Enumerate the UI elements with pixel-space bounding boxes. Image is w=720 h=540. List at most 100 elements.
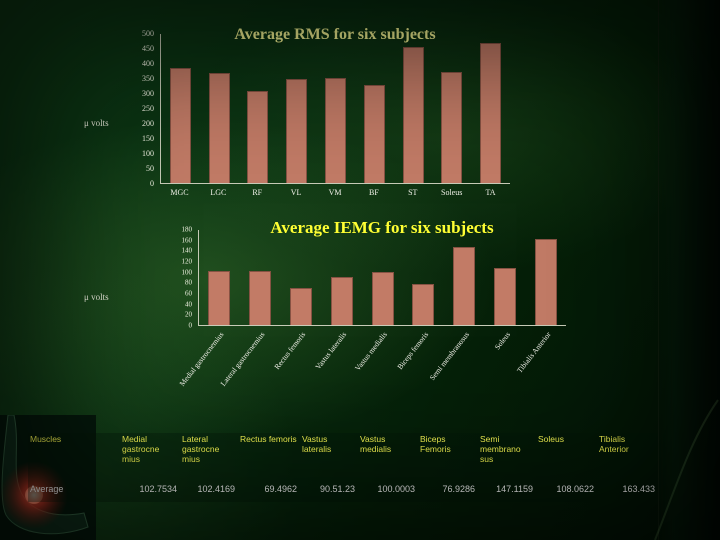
muscle-column-header: Vastus lateralis bbox=[302, 434, 332, 454]
bar-bf bbox=[363, 85, 385, 183]
rms-y-axis-ticks: 500 450 400 350 300 250 200 150 100 50 0 bbox=[118, 30, 160, 188]
average-value-cell: 108.0622 bbox=[556, 484, 594, 495]
bar-slot bbox=[161, 34, 200, 183]
y-tick-label: 200 bbox=[142, 119, 154, 128]
bar-ta bbox=[480, 42, 502, 183]
bar-slot bbox=[362, 230, 403, 325]
muscle-column-header: Rectus femoris bbox=[240, 434, 297, 444]
x-axis-label: Medial gastrocnemius bbox=[177, 330, 226, 388]
iemg-y-axis-title: μ volts bbox=[84, 292, 109, 302]
x-axis-label: Soleus bbox=[441, 188, 463, 197]
average-value-cell: 102.4169 bbox=[197, 484, 235, 495]
bar-lgc bbox=[208, 72, 230, 183]
ankle-image-graphic bbox=[0, 414, 96, 540]
iemg-bar-chart: Average IEMG for six subjects 180 160 140 1… bbox=[146, 216, 576, 421]
muscle-column-header: Semi membrano sus bbox=[480, 434, 521, 464]
bar-rf bbox=[247, 90, 269, 183]
x-axis-label: TA bbox=[485, 188, 496, 197]
y-tick-label: 140 bbox=[181, 246, 193, 255]
bar-slot bbox=[471, 34, 510, 183]
bar-semi-membranosus bbox=[453, 247, 476, 325]
bar-soleus bbox=[493, 267, 516, 325]
bar-vl bbox=[286, 79, 308, 183]
x-axis-label: Vastus medialis bbox=[353, 330, 390, 373]
bar-mgc bbox=[169, 68, 191, 183]
rms-plot-area bbox=[160, 34, 510, 184]
bar-soleus bbox=[441, 72, 463, 183]
bar-medial-gastrocnemius bbox=[208, 270, 231, 325]
bar-vm bbox=[325, 78, 346, 183]
muscle-column-header: Medial gastrocne mius bbox=[122, 434, 160, 464]
y-tick-label: 150 bbox=[142, 134, 154, 143]
x-axis-label: Semi membranosus bbox=[427, 330, 471, 382]
x-axis-label: VM bbox=[328, 188, 342, 197]
average-value-cell: 163.433 bbox=[622, 484, 655, 495]
y-tick-label: 0 bbox=[188, 321, 193, 330]
bar-slot bbox=[432, 34, 471, 183]
bar-slot bbox=[444, 230, 485, 325]
bar-slot bbox=[277, 34, 316, 183]
bar-slot bbox=[394, 34, 433, 183]
y-tick-label: 180 bbox=[181, 225, 193, 234]
muscle-column-header: Tibialis Anterior bbox=[599, 434, 629, 454]
bar-tibialis-anterior bbox=[534, 238, 557, 325]
x-axis-label: Soleus bbox=[492, 330, 512, 352]
bar-rectus-femoris bbox=[289, 288, 312, 325]
y-tick-label: 40 bbox=[185, 300, 192, 309]
bar-slot bbox=[484, 230, 525, 325]
y-tick-label: 100 bbox=[181, 268, 193, 277]
iemg-x-axis-labels: Medial gastrocnemius Lateral gastrocnemiu… bbox=[178, 327, 566, 422]
bar-slot bbox=[316, 34, 355, 183]
x-axis-label: RF bbox=[252, 188, 263, 197]
average-value-cell: 69.4962 bbox=[264, 484, 297, 495]
y-tick-label: 0 bbox=[150, 179, 154, 188]
x-axis-label: Biceps femoris bbox=[395, 330, 430, 372]
table-header-muscles: Muscles bbox=[30, 434, 62, 444]
bar-slot bbox=[239, 34, 278, 183]
bar-vastus-medialis bbox=[371, 272, 394, 325]
rms-bar-chart: Average RMS for six subjects 500 450 400 35… bbox=[118, 24, 520, 209]
average-value-cell: 102.7534 bbox=[139, 484, 177, 495]
x-axis-label: VL bbox=[290, 188, 302, 197]
y-tick-label: 500 bbox=[142, 29, 154, 38]
background-right-band bbox=[658, 0, 720, 540]
table-row-label-average: Average bbox=[30, 484, 64, 495]
iemg-y-axis-ticks: 180 160 140 120 100 80 60 40 20 0 bbox=[146, 225, 198, 329]
y-tick-label: 20 bbox=[185, 310, 192, 319]
average-value-cell: 76.9286 bbox=[442, 484, 475, 495]
x-axis-label: MGC bbox=[170, 188, 189, 197]
x-axis-label: Vastus lateralis bbox=[313, 330, 349, 372]
bar-slot bbox=[355, 34, 394, 183]
x-axis-label: Tibialis Anterior bbox=[515, 330, 553, 375]
y-tick-label: 400 bbox=[142, 59, 154, 68]
average-value-cell: 147.1159 bbox=[496, 484, 533, 495]
decorative-curve bbox=[654, 399, 719, 540]
iemg-plot-area bbox=[198, 230, 566, 326]
muscle-column-header: Lateral gastrocne mius bbox=[182, 434, 220, 464]
y-tick-label: 250 bbox=[142, 104, 154, 113]
y-tick-label: 450 bbox=[142, 44, 154, 53]
x-axis-label: ST bbox=[408, 188, 418, 197]
rms-y-axis-title: μ volts bbox=[84, 118, 109, 128]
x-axis-label: Rectus femoris bbox=[272, 330, 308, 372]
iemg-chart-title: Average IEMG for six subjects bbox=[270, 218, 494, 237]
y-tick-label: 300 bbox=[142, 89, 154, 98]
average-value-cell: 90.51.23 bbox=[319, 484, 355, 495]
x-axis-label: LGC bbox=[210, 188, 227, 197]
bar-slot bbox=[240, 230, 281, 325]
ankle-image bbox=[0, 414, 96, 540]
bar-biceps-femoris bbox=[412, 284, 435, 325]
x-axis-label: BF bbox=[369, 188, 379, 197]
y-tick-label: 160 bbox=[181, 236, 193, 245]
y-tick-label: 60 bbox=[185, 289, 192, 298]
rms-chart-title: Average RMS for six subjects bbox=[234, 26, 436, 43]
x-axis-label: Lateral gastrocnemius bbox=[218, 330, 267, 388]
average-value-cell: 100.0003 bbox=[377, 484, 415, 495]
y-tick-label: 50 bbox=[146, 164, 154, 173]
bar-slot bbox=[321, 230, 362, 325]
muscle-column-header: Biceps Femoris bbox=[420, 434, 451, 454]
bar-st bbox=[402, 46, 424, 183]
rms-x-axis-labels: MGC LGC RF VL VM BF ST Soleus TA bbox=[160, 188, 510, 202]
y-tick-label: 80 bbox=[185, 278, 192, 287]
